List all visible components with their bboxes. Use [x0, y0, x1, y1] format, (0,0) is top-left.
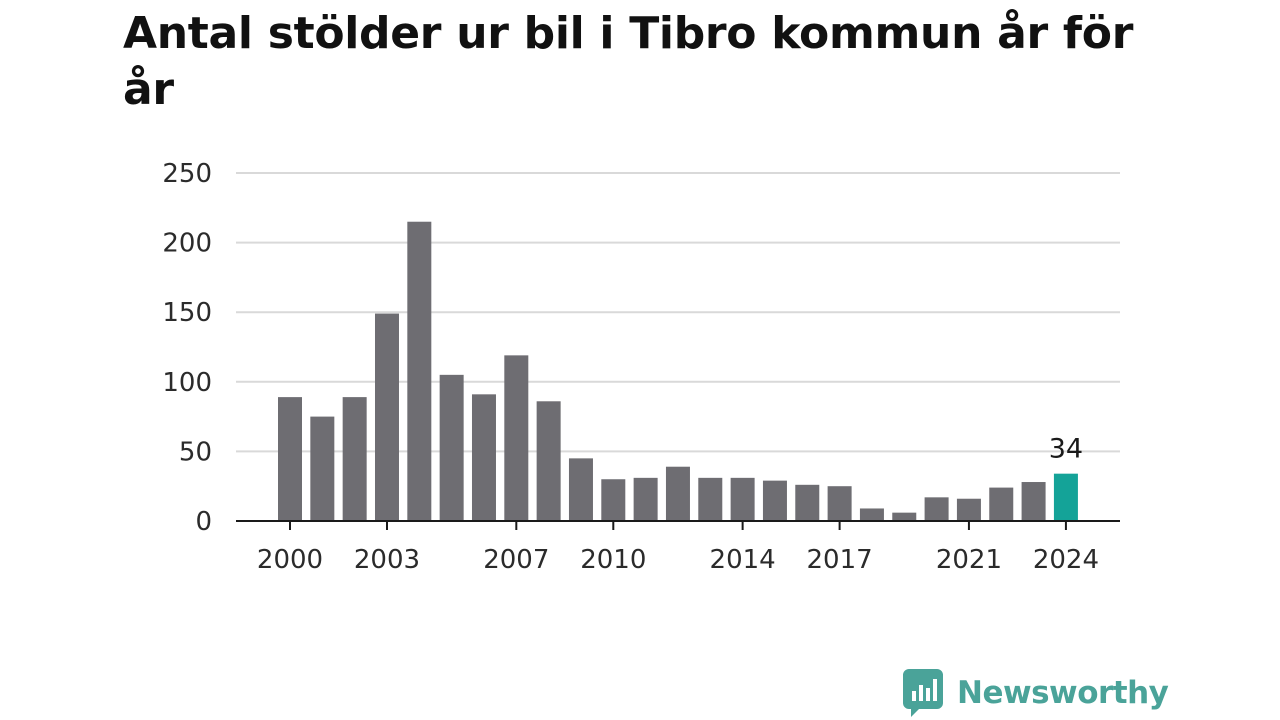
x-tick-label: 2024 — [1033, 545, 1099, 575]
bar-2015 — [762, 480, 787, 521]
x-axis: 2000 2003 2007 2010 2014 2017 2021 2024 — [236, 520, 1120, 575]
y-tick-label: 50 — [179, 437, 212, 467]
x-tick-label: 2014 — [710, 545, 776, 575]
bar-2018 — [859, 508, 884, 521]
data-label-2024: 34 — [1049, 434, 1083, 465]
bar-2019 — [892, 512, 917, 521]
bars — [278, 221, 1078, 521]
gridlines — [236, 172, 1120, 453]
bar-2021 — [956, 498, 981, 521]
y-tick-label: 250 — [162, 159, 212, 189]
bar-2011 — [633, 477, 658, 521]
chart-title: Antal stölder ur bil i Tibro kommun år f… — [123, 8, 1134, 115]
bar-2009 — [568, 458, 593, 521]
y-tick-label: 150 — [162, 298, 212, 328]
x-tick-label: 2017 — [807, 545, 873, 575]
bar-2017 — [827, 486, 852, 521]
bar-2007 — [504, 355, 529, 521]
x-tick-label: 2010 — [580, 545, 646, 575]
bar-2012 — [665, 466, 690, 521]
y-tick-label: 200 — [162, 229, 212, 259]
bar-2020 — [924, 497, 949, 521]
x-tick-label: 2021 — [936, 545, 1002, 575]
bar-2013 — [698, 477, 723, 521]
brand-name: Newsworthy — [957, 675, 1169, 711]
newsworthy-logo: Newsworthy — [903, 668, 1169, 718]
bar-2023 — [1021, 482, 1046, 521]
bar-2008 — [536, 401, 561, 521]
bar-2006 — [471, 394, 496, 521]
y-axis-ticks: 0 50 100 150 200 250 — [162, 159, 212, 537]
bar-2014 — [730, 477, 755, 521]
bar-2001 — [310, 416, 335, 521]
bar-2003 — [374, 313, 399, 521]
bar-2005 — [439, 374, 464, 521]
bar-2002 — [342, 397, 367, 521]
bar-2016 — [795, 484, 820, 521]
x-tick-label: 2000 — [257, 545, 323, 575]
bar-2022 — [989, 487, 1014, 521]
bar-2004 — [407, 221, 432, 521]
x-tick-label: 2007 — [483, 545, 549, 575]
bar-2010 — [601, 479, 626, 521]
y-tick-label: 100 — [162, 368, 212, 398]
data-labels: 34 — [1049, 434, 1083, 465]
x-tick-label: 2003 — [354, 545, 420, 575]
bar-2000 — [278, 397, 302, 521]
y-tick-label: 0 — [195, 507, 212, 537]
newsworthy-logo-icon — [903, 669, 943, 717]
bar-2024 — [1053, 473, 1078, 521]
